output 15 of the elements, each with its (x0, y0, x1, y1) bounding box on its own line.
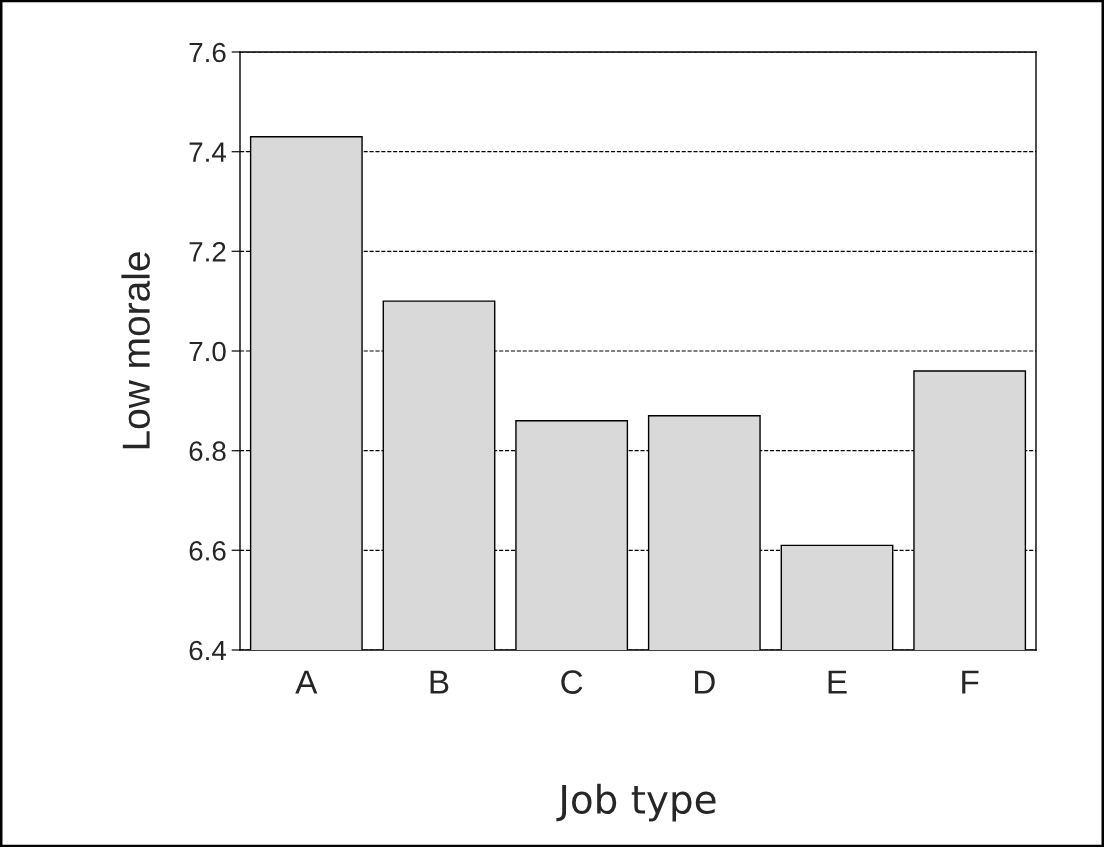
y-axis-title: Low morale (121, 252, 150, 449)
y-tick-label: 6.6 (189, 541, 226, 561)
y-tick-label: 7.2 (189, 242, 226, 262)
y-tick-label: 7.0 (189, 341, 226, 362)
x-tick-label: E (828, 670, 847, 694)
x-tick-label: C (561, 670, 583, 694)
x-axis-title: Job type (556, 783, 716, 822)
x-tick-label: F (962, 670, 979, 694)
x-tick-label: D (695, 670, 715, 694)
y-tick-label: 6.8 (189, 441, 226, 462)
y-tick-label: 7.6 (189, 42, 226, 63)
x-tick-label: A (295, 670, 318, 694)
x-tick-label: B (430, 670, 449, 694)
y-tick-label: 7.4 (189, 142, 226, 162)
y-tick-label: 6.4 (189, 640, 226, 661)
